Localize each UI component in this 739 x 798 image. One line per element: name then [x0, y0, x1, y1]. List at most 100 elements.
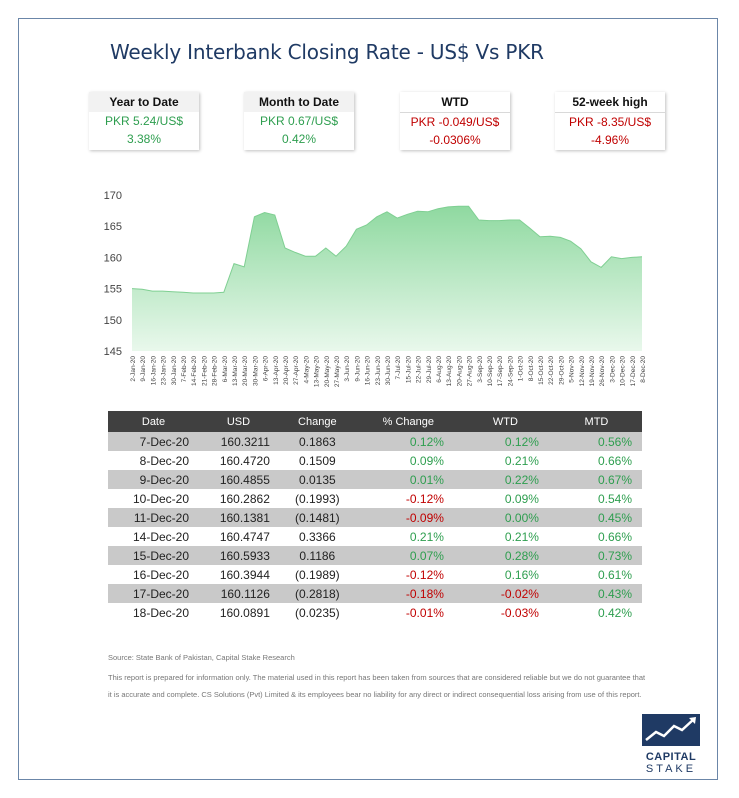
x-tick-label: 29-Jul-20 — [426, 356, 433, 383]
cell-change: 0.1509 — [298, 453, 336, 468]
col-header-mtd: MTD — [550, 411, 642, 432]
rates-table: Date USD Change % Change WTD MTD 7-Dec-2… — [108, 411, 642, 622]
cell-mtd: 0.66% — [597, 529, 632, 544]
x-tick-label: 12-Nov-20 — [579, 356, 586, 387]
y-tick-label: 145 — [104, 346, 122, 358]
col-header-usd: USD — [199, 411, 278, 432]
cell-change: 0.0135 — [277, 470, 357, 489]
y-tick-label: 160 — [104, 252, 122, 264]
kpi-label: Month to Date — [244, 92, 354, 112]
col-header-pct-change: % Change — [356, 411, 460, 432]
x-tick-label: 8-Dec-20 — [640, 356, 647, 383]
x-tick-label: 1-Oct-20 — [518, 356, 525, 382]
kpi-pct: -4.96% — [590, 133, 630, 147]
x-tick-label: 20-Apr-20 — [283, 356, 290, 385]
x-tick-label: 2-Jan-20 — [130, 356, 137, 382]
table-row: 8-Dec-20 160.4720 0.1509 0.09% 0.21% 0.66% — [108, 451, 642, 470]
x-tick-label: 4-May-20 — [303, 356, 310, 384]
area-series-outline — [131, 205, 643, 294]
y-tick-label: 150 — [104, 315, 122, 327]
x-tick-label: 14-Feb-20 — [191, 356, 198, 386]
cell-pct-change: -0.01% — [405, 605, 444, 620]
area-series — [132, 206, 642, 351]
cell-date: 7-Dec-20 — [108, 432, 200, 451]
x-tick-label: 23-Jun-20 — [375, 356, 382, 386]
x-tick-label: 3-Sep-20 — [477, 356, 484, 383]
table-row: 9-Dec-20 160.4855 0.0135 0.01% 0.22% 0.67% — [108, 470, 642, 489]
x-tick-label: 7-Jul-20 — [395, 356, 402, 380]
cell-usd: 160.4747 — [219, 529, 270, 544]
x-tick-label: 22-Jul-20 — [416, 356, 423, 383]
x-tick-label: 15-Jul-20 — [405, 356, 412, 383]
cell-mtd: 0.73% — [550, 546, 642, 565]
x-tick-label: 30-Jan-20 — [171, 356, 178, 386]
cell-usd: 160.2862 — [219, 491, 270, 506]
table-row: 18-Dec-20 160.0891 (0.0235) -0.01% -0.03% 0.4… — [108, 603, 642, 622]
capital-stake-logo: CAPITAL STAKE — [640, 714, 702, 775]
cell-usd: 160.0891 — [219, 605, 270, 620]
cell-date: 16-Dec-20 — [132, 567, 190, 582]
kpi-year-to-date: Year to Date PKR 5.24/US$ 3.38% — [89, 92, 199, 150]
logo-chart-icon — [642, 714, 700, 746]
x-tick-label: 10-Sep-20 — [487, 356, 494, 387]
cell-pct-change: -0.12% — [405, 567, 444, 582]
cell-mtd: 0.42% — [597, 605, 632, 620]
kpi-label: 52-week high — [555, 92, 665, 113]
disclaimer-line-2: it is accurate and complete. CS Solution… — [108, 690, 642, 699]
x-tick-label: 26-Nov-20 — [599, 356, 606, 387]
disclaimer-line-1: This report is prepared for information … — [108, 673, 646, 682]
cell-date: 11-Dec-20 — [108, 508, 200, 527]
y-tick-label: 165 — [104, 221, 122, 233]
x-tick-label: 16-Jan-20 — [150, 356, 157, 386]
x-tick-label: 6-Apr-20 — [263, 356, 270, 382]
x-tick-label: 10-Dec-20 — [620, 356, 627, 387]
x-tick-label: 9-Jun-20 — [354, 356, 361, 382]
x-tick-label: 15-Oct-20 — [538, 356, 545, 385]
kpi-label: Year to Date — [89, 92, 199, 112]
cell-wtd: 0.09% — [504, 491, 539, 506]
cell-wtd: 0.28% — [459, 546, 551, 565]
x-tick-label: 13-Aug-20 — [446, 356, 453, 387]
cell-usd: 160.3211 — [199, 432, 278, 451]
x-tick-label: 19-Nov-20 — [589, 356, 596, 387]
kpi-value: PKR -8.35/US$ — [568, 115, 652, 129]
cell-date: 15-Dec-20 — [108, 546, 200, 565]
x-tick-label: 13-Apr-20 — [273, 356, 280, 385]
cell-mtd: 0.66% — [597, 453, 632, 468]
x-tick-label: 13-May-20 — [314, 356, 321, 387]
x-tick-label: 8-Oct-20 — [528, 356, 535, 382]
x-tick-label: 29-Oct-20 — [558, 356, 565, 385]
logo-text-capital: CAPITAL — [645, 751, 697, 763]
x-tick-label: 27-May-20 — [334, 356, 341, 387]
x-tick-label: 20-Mar-20 — [242, 356, 249, 386]
kpi-value: PKR -0.049/US$ — [410, 115, 500, 129]
x-tick-label: 27-Apr-20 — [293, 356, 300, 385]
table-row: 14-Dec-20 160.4747 0.3366 0.21% 0.21% 0.66% — [108, 527, 642, 546]
cell-pct-change: 0.09% — [409, 453, 444, 468]
report-frame — [18, 18, 718, 780]
cell-change: (0.1993) — [294, 491, 340, 506]
cell-date: 18-Dec-20 — [132, 605, 190, 620]
cell-mtd: 0.45% — [550, 508, 642, 527]
x-tick-label: 30-Jun-20 — [385, 356, 392, 386]
y-tick-label: 155 — [104, 284, 122, 296]
x-tick-label: 24-Sep-20 — [507, 356, 514, 387]
kpi-pct: 0.42% — [281, 132, 317, 146]
cell-change: 0.1186 — [277, 546, 357, 565]
cell-change: (0.0235) — [294, 605, 340, 620]
col-header-change: Change — [277, 411, 357, 432]
cell-pct-change: 0.12% — [356, 432, 460, 451]
x-tick-label: 22-Oct-20 — [548, 356, 555, 385]
x-tick-label: 7-Feb-20 — [181, 356, 188, 383]
cell-wtd: -0.02% — [459, 584, 551, 603]
col-header-wtd: WTD — [459, 411, 551, 432]
cell-pct-change: 0.01% — [356, 470, 460, 489]
kpi-pct: -0.0306% — [429, 133, 481, 147]
x-tick-label: 20-Aug-20 — [456, 356, 463, 387]
cell-usd: 160.5933 — [199, 546, 278, 565]
x-tick-label: 13-Mar-20 — [232, 356, 239, 386]
x-tick-label: 17-Dec-20 — [630, 356, 637, 387]
col-header-date: Date — [108, 411, 200, 432]
source-note: Source: State Bank of Pakistan, Capital … — [108, 653, 295, 662]
x-tick-label: 30-Mar-20 — [252, 356, 259, 386]
